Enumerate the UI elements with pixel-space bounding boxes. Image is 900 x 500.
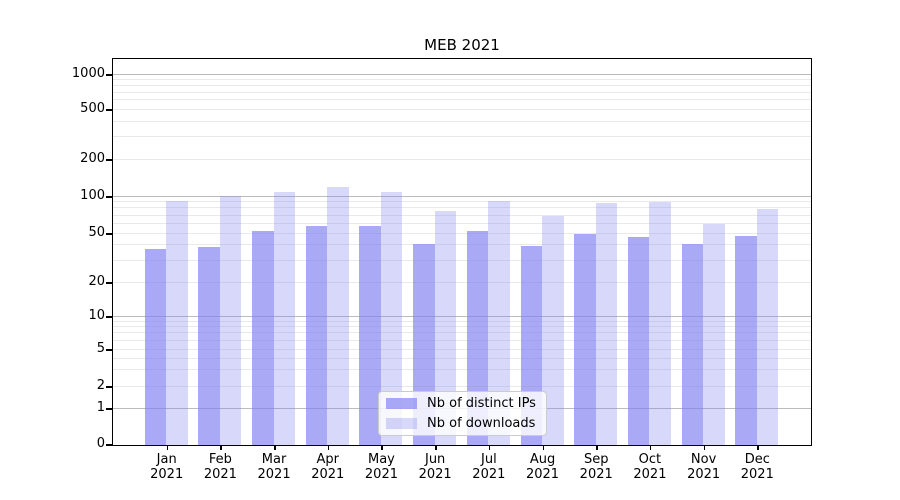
- y-tick-label: 20: [88, 274, 105, 289]
- gridline-minor: [112, 120, 811, 122]
- y-tick-mark: [106, 109, 112, 111]
- x-tick-label-oct: Oct 2021: [633, 452, 667, 482]
- bar-distinct-ips-jan: [144, 248, 167, 445]
- bar-distinct-ips-sep: [574, 233, 596, 445]
- gridline-minor: [112, 201, 811, 203]
- bar-downloads-feb: [219, 195, 242, 445]
- y-tick-label: 2: [96, 378, 105, 393]
- y-tick-mark: [106, 444, 112, 446]
- bar-downloads-jul: [488, 200, 510, 445]
- x-tick-label-jul: Jul 2021: [472, 452, 506, 482]
- y-tick-label: 100: [80, 188, 105, 203]
- y-tick-label: 0: [96, 436, 105, 451]
- y-tick-mark: [106, 386, 112, 388]
- x-tick-label-feb: Feb 2021: [203, 452, 237, 482]
- x-tick-label-jan: Jan 2021: [150, 452, 184, 482]
- gridline-major: [112, 195, 811, 197]
- y-tick-label: 1: [96, 400, 105, 415]
- bar-distinct-ips-dec: [735, 235, 757, 445]
- y-tick-label: 5: [96, 341, 105, 356]
- y-tick-mark: [106, 282, 112, 284]
- x-tick-label-jun: Jun 2021: [418, 452, 452, 482]
- y-tick-label: 1000: [71, 66, 105, 81]
- x-tick-label-sep: Sep 2021: [579, 452, 613, 482]
- x-tick-label-dec: Dec 2021: [740, 452, 774, 482]
- bar-downloads-jan: [166, 201, 188, 445]
- x-tick-mark: [596, 445, 598, 450]
- bar-distinct-ips-feb: [198, 247, 220, 445]
- y-tick-mark: [106, 74, 112, 76]
- bar-distinct-ips-mar: [252, 231, 274, 445]
- legend-item-distinct-ips: Nb of distinct IPs: [386, 396, 546, 411]
- x-tick-mark: [542, 445, 545, 450]
- legend-label-downloads: Nb of downloads: [427, 416, 536, 431]
- bar-distinct-ips-apr: [305, 225, 328, 445]
- bar-downloads-aug: [542, 216, 564, 445]
- bar-downloads-may: [380, 192, 403, 445]
- x-tick-mark: [327, 445, 330, 450]
- gridline-minor: [112, 78, 811, 80]
- y-tick-label: 50: [88, 225, 105, 240]
- y-tick-mark: [106, 349, 112, 351]
- y-tick-mark: [106, 159, 112, 161]
- x-tick-label-may: May 2021: [364, 452, 398, 482]
- x-tick-mark: [166, 445, 169, 450]
- y-tick-mark: [106, 233, 112, 235]
- gridline-minor: [112, 84, 811, 86]
- chart-title: MEB 2021: [424, 36, 500, 54]
- gridline-minor: [112, 207, 811, 209]
- bar-downloads-oct: [649, 201, 671, 445]
- bar-distinct-ips-may: [359, 225, 381, 445]
- gridline-minor: [112, 214, 811, 216]
- gridline-minor: [112, 99, 811, 101]
- bar-downloads-mar: [273, 192, 296, 445]
- gridline-minor: [112, 136, 811, 138]
- legend-swatch-downloads: [386, 418, 417, 429]
- y-tick-label: 500: [80, 101, 105, 116]
- x-tick-mark: [220, 445, 222, 450]
- gridline-major: [112, 73, 811, 75]
- y-tick-mark: [106, 316, 112, 318]
- bar-downloads-nov: [703, 223, 725, 445]
- gridline-minor: [112, 91, 811, 93]
- x-tick-mark: [381, 445, 383, 450]
- x-tick-mark: [435, 445, 437, 450]
- gridline-minor: [112, 158, 811, 160]
- y-tick-mark: [106, 196, 112, 198]
- legend-item-downloads: Nb of downloads: [386, 416, 546, 431]
- x-tick-label-mar: Mar 2021: [257, 452, 291, 482]
- x-tick-mark: [488, 445, 491, 450]
- y-tick-label: 10: [88, 308, 105, 323]
- y-tick-label: 200: [80, 151, 105, 166]
- bar-downloads-apr: [327, 186, 349, 445]
- x-tick-mark: [274, 445, 276, 450]
- y-tick-mark: [106, 408, 112, 410]
- x-tick-label-apr: Apr 2021: [311, 452, 345, 482]
- bar-distinct-ips-nov: [681, 244, 704, 445]
- gridline-minor: [112, 108, 811, 110]
- x-tick-mark: [703, 445, 706, 450]
- plot-area: [111, 57, 812, 446]
- x-tick-mark: [649, 445, 652, 450]
- legend: Nb of distinct IPs Nb of downloads: [378, 391, 547, 436]
- bar-downloads-jun: [434, 210, 457, 445]
- x-tick-label-aug: Aug 2021: [525, 452, 560, 482]
- bar-downloads-sep: [595, 202, 618, 445]
- bar-distinct-ips-oct: [627, 236, 650, 445]
- x-tick-label-nov: Nov 2021: [687, 452, 721, 482]
- legend-label-distinct-ips: Nb of distinct IPs: [427, 396, 536, 411]
- bar-downloads-dec: [756, 209, 779, 445]
- legend-swatch-distinct-ips: [386, 398, 417, 409]
- x-tick-mark: [757, 445, 759, 450]
